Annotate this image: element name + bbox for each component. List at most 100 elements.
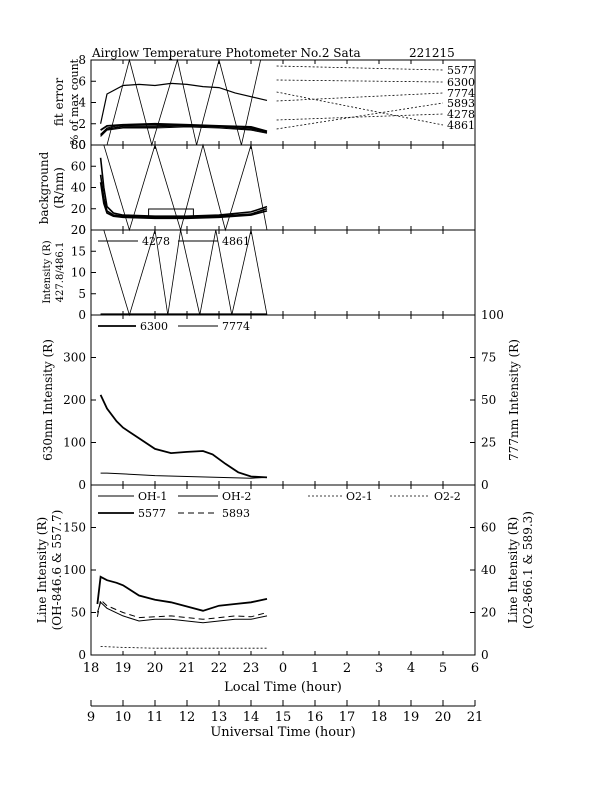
fit-legend-line: [276, 65, 444, 71]
630-ylabel: 630nm Intensity (R): [41, 339, 55, 461]
y-tick-label: 80: [71, 138, 86, 152]
ut-tick-label: 10: [115, 710, 132, 725]
figure-date: 221215: [409, 46, 455, 60]
local-time-tick-label: 22: [211, 661, 228, 676]
y-tick-label: 0: [481, 648, 489, 662]
series-line-5577: [100, 82, 268, 124]
y-tick-label: 0: [78, 223, 86, 237]
y-tick-label: 20: [71, 202, 86, 216]
local-time-tick-label: 4: [407, 661, 415, 676]
fit-legend-label-5577: 5577: [447, 64, 475, 77]
legend-label-5577: 5577: [138, 507, 166, 520]
series-line-panel1: [99, 182, 268, 220]
background-ylabel-2: (R/nm): [52, 167, 66, 209]
y-tick-label: 100: [63, 436, 86, 450]
y-tick-label: 300: [63, 351, 86, 365]
fit-legend-line: [276, 91, 444, 126]
series-line-5577: [96, 575, 268, 612]
ut-tick-label: 15: [275, 710, 292, 725]
legend-label-6300: 6300: [140, 320, 168, 333]
legend-label-o21: O2-1: [346, 490, 373, 503]
y-tick-label: 60: [71, 159, 86, 173]
y-tick-label: 10: [71, 266, 86, 280]
y-tick-label: 8: [78, 53, 86, 67]
series-line-4861: [100, 124, 268, 135]
ut-tick-label: 13: [211, 710, 228, 725]
y-tick-label: 100: [481, 308, 504, 322]
series-line-O2-1: [100, 646, 267, 649]
y-tick-label: 15: [71, 244, 86, 258]
y-tick-label: 200: [63, 393, 86, 407]
series-line-panel1: [99, 174, 268, 219]
local-time-tick-label: 19: [115, 661, 132, 676]
series-line-OH-1: [96, 601, 268, 624]
series-line-6300: [99, 394, 268, 479]
ut-tick-label: 11: [147, 710, 164, 725]
line-ylabel-right-2: (O2-866.1 & 589.3): [521, 511, 535, 629]
y-tick-label: 5: [78, 287, 86, 301]
zigzag-artifact-int: [103, 229, 268, 317]
series-line-5893: [96, 598, 268, 620]
legend-label-7774: 7774: [222, 320, 250, 333]
ut-tick-label: 12: [179, 710, 196, 725]
y-tick-label: 40: [481, 563, 496, 577]
fit-legend-line: [276, 79, 444, 83]
fit-legend-label-6300: 6300: [447, 76, 475, 89]
y-tick-label: 75: [481, 351, 496, 365]
ut-tick-label: 18: [371, 710, 388, 725]
local-time-tick-label: 2: [343, 661, 351, 676]
y-tick-label: 2: [78, 117, 86, 131]
y-tick-label: 20: [481, 606, 496, 620]
local-time-tick-label: 3: [375, 661, 383, 676]
panel-6300-frame: [90, 314, 476, 486]
y-tick-label: 0: [78, 138, 86, 152]
y-tick-label: 50: [71, 606, 86, 620]
fit-legend-label-7774: 7774: [447, 87, 475, 100]
y-tick-label: 4: [78, 96, 86, 110]
zigzag-artifact-bg: [103, 143, 268, 232]
series-line-panel1: [99, 157, 268, 217]
local-time-tick-label: 5: [439, 661, 447, 676]
legend-label-4861: 4861: [222, 235, 250, 248]
ut-tick-label: 17: [339, 710, 356, 725]
bg-box-artifact: [148, 208, 194, 218]
y-tick-label: 25: [481, 436, 496, 450]
y-tick-label: 60: [481, 521, 496, 535]
fit-legend-label-5893: 5893: [447, 97, 475, 110]
y-tick-label: 0: [78, 308, 86, 322]
local-time-label: Local Time (hour): [224, 680, 342, 695]
y-tick-label: 0: [78, 648, 86, 662]
axis-ticks: 18 19 20 21 22 23 0 1 2 3 4 5 69 10 11 12 13 14 15 16 17 18 19…: [63, 53, 504, 725]
y-tick-label: 100: [63, 563, 86, 577]
figure-title: Airglow Temperature Photometer No.2 Sata: [91, 46, 361, 60]
intensity-ylabel: Intensity (R): [42, 240, 53, 303]
y-tick-label: 0: [78, 478, 86, 492]
fit-error-ylabel: fit error: [52, 78, 66, 126]
y-tick-label: 50: [481, 393, 496, 407]
legend-label-oh1: OH-1: [138, 490, 167, 503]
universal-time-label: Universal Time (hour): [210, 725, 355, 740]
background-ylabel: background: [37, 151, 51, 224]
legend-label-4278: 4278: [142, 235, 170, 248]
fit-legend-line: [276, 113, 444, 121]
local-time-tick-label: 6: [471, 661, 479, 676]
local-time-tick-label: 18: [83, 661, 100, 676]
fit-legend-label-4278: 4278: [447, 108, 475, 121]
local-time-tick-label: 23: [243, 661, 260, 676]
local-time-tick-label: 1: [311, 661, 319, 676]
y-tick-label: 40: [71, 181, 86, 195]
line-ylabel-left: Line Intensity (R): [35, 517, 49, 623]
line-ylabel-left-2: (OH-846.6 & 557.7): [50, 510, 64, 631]
777-ylabel: 777nm Intensity (R): [507, 339, 521, 461]
y-tick-label: 150: [63, 521, 86, 535]
zigzag-artifact-fit: [106, 58, 261, 147]
series-line-7774: [100, 472, 268, 479]
ut-tick-label: 19: [403, 710, 420, 725]
local-time-tick-label: 21: [179, 661, 196, 676]
legend-label-oh2: OH-2: [222, 490, 251, 503]
y-tick-label: 6: [78, 74, 86, 88]
ut-tick-label: 21: [467, 710, 484, 725]
ut-tick-label: 16: [307, 710, 324, 725]
